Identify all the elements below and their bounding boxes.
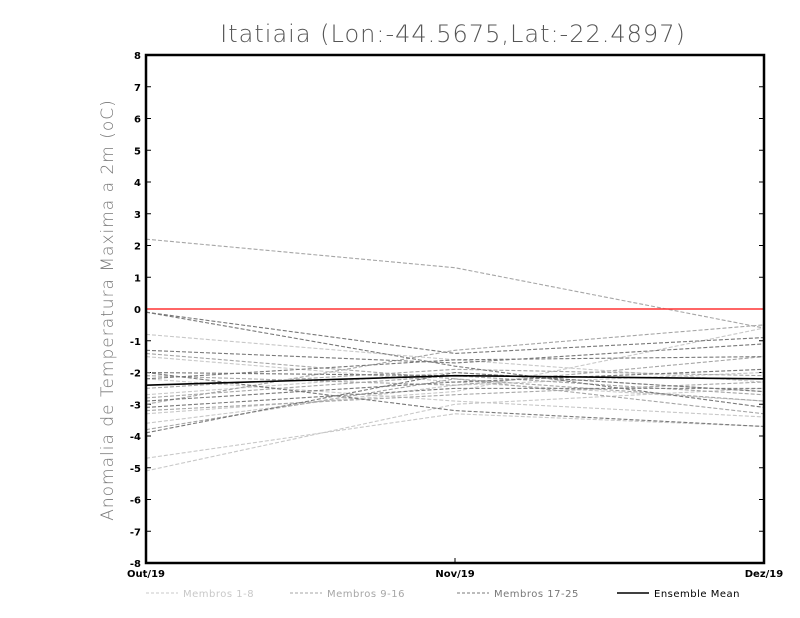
y-tick-label: 8 — [134, 51, 141, 62]
member-line — [145, 356, 765, 386]
member-line — [145, 238, 765, 329]
member-line — [145, 324, 765, 405]
y-tick-label: -6 — [130, 496, 141, 507]
y-axis-label: Anomalia de Temperatura Maxima a 2m (oC) — [98, 99, 118, 521]
y-tick-label: -5 — [130, 464, 141, 475]
member-line — [145, 327, 765, 415]
y-tick-label: 1 — [134, 273, 141, 284]
member-line — [145, 311, 765, 355]
y-tick-label: 4 — [134, 178, 141, 189]
member-line — [145, 352, 765, 415]
y-tick-label: 5 — [134, 146, 141, 157]
legend-label: Membros 9-16 — [327, 589, 405, 600]
y-tick-label: -8 — [130, 559, 141, 570]
member-line — [145, 311, 765, 408]
legend-label: Membros 17-25 — [494, 589, 579, 600]
member-line — [145, 381, 765, 412]
member-line — [145, 371, 765, 434]
member-line — [145, 343, 765, 364]
plot-frame — [144, 53, 766, 565]
member-line — [145, 371, 765, 424]
y-tick-label: -7 — [130, 527, 141, 538]
member-line — [145, 413, 765, 459]
y-tick-label: -2 — [130, 369, 141, 380]
x-tick-label: Out/19 — [127, 569, 165, 580]
y-tick-label: -4 — [130, 432, 141, 443]
y-tick-label: 0 — [134, 305, 141, 316]
member-line — [145, 333, 765, 383]
y-tick-label: -3 — [130, 400, 141, 411]
legend-label: Ensemble Mean — [654, 589, 740, 600]
member-line — [145, 387, 764, 408]
legend: Membros 1-8 Membros 9-16 Membros 17-25 Ense… — [146, 589, 740, 600]
member-line — [145, 371, 765, 428]
y-tick-label: 7 — [134, 83, 141, 94]
y-tick-label: -1 — [130, 337, 141, 348]
ensemble-mean-line — [145, 374, 765, 386]
legend-label: Membros 1-8 — [183, 589, 254, 600]
x-tick-label: Nov/19 — [435, 569, 474, 580]
member-line — [145, 356, 765, 402]
chart-title: Itatiaia (Lon:-44.5675,Lat:-22.4897) — [220, 20, 686, 48]
y-tick-label: 6 — [134, 115, 141, 126]
member-line — [145, 378, 765, 418]
member-line — [145, 378, 765, 431]
y-tick-label: 2 — [134, 242, 141, 253]
x-tick-label: Dez/19 — [745, 569, 784, 580]
member-line — [145, 368, 765, 402]
member-line — [145, 356, 765, 380]
y-tick-label: 3 — [134, 210, 141, 221]
